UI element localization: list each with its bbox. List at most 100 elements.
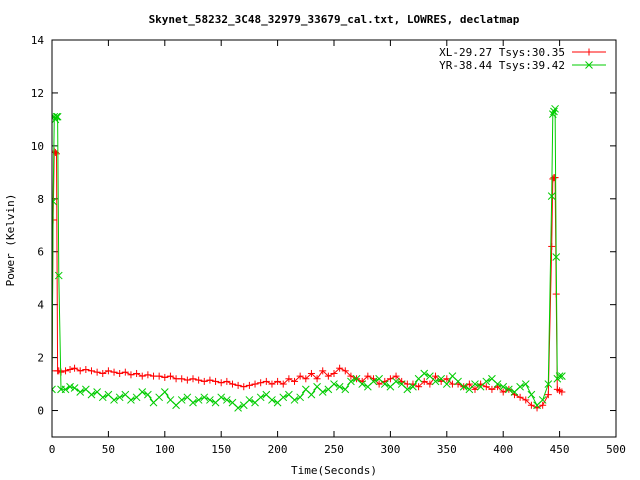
data-point bbox=[290, 396, 299, 404]
data-point bbox=[200, 377, 208, 385]
x-tick-label: 500 bbox=[606, 443, 626, 456]
data-point bbox=[488, 385, 496, 393]
data-point bbox=[392, 377, 400, 386]
data-point bbox=[324, 372, 332, 380]
data-point bbox=[409, 382, 417, 391]
data-point bbox=[206, 376, 214, 384]
data-point bbox=[82, 366, 90, 374]
data-point bbox=[403, 385, 412, 394]
legend-swatch-marker bbox=[585, 48, 593, 56]
data-point bbox=[144, 371, 152, 379]
data-point bbox=[330, 369, 338, 377]
plot-frame bbox=[51, 39, 617, 438]
data-point bbox=[71, 364, 79, 372]
data-point bbox=[251, 380, 259, 388]
data-point bbox=[551, 174, 559, 182]
x-tick-label: 0 bbox=[49, 443, 56, 456]
data-point bbox=[482, 383, 490, 391]
x-tick-label: 200 bbox=[268, 443, 288, 456]
data-point bbox=[217, 379, 225, 387]
axes: 0 50 100 150 200 250 300 350 400 450 500 0 2 4 6 8 10 12 1… bbox=[31, 34, 626, 456]
data-point bbox=[392, 372, 400, 380]
data-point bbox=[313, 375, 321, 383]
x-tick-label: 400 bbox=[493, 443, 513, 456]
data-point bbox=[245, 381, 253, 389]
y-tick-label: 14 bbox=[31, 34, 45, 47]
data-point bbox=[183, 376, 191, 384]
y-axis-label: Power (Kelvin) bbox=[4, 194, 17, 287]
data-point bbox=[364, 372, 372, 380]
data-point bbox=[302, 375, 310, 383]
data-point bbox=[217, 393, 226, 402]
data-point bbox=[521, 380, 530, 388]
x-tick-label: 100 bbox=[155, 443, 175, 456]
data-point bbox=[155, 372, 163, 380]
legend-label: YR-38.44 Tsys:39.42 bbox=[439, 59, 565, 72]
data-point bbox=[369, 377, 378, 386]
data-point bbox=[291, 377, 299, 385]
data-point bbox=[53, 112, 62, 121]
data-point bbox=[341, 385, 350, 394]
data-point bbox=[552, 253, 561, 261]
y-tick-label: 4 bbox=[37, 299, 44, 312]
series-layer bbox=[52, 104, 566, 412]
data-point bbox=[550, 107, 558, 116]
data-point bbox=[66, 382, 74, 391]
data-point bbox=[516, 393, 524, 401]
data-point bbox=[296, 393, 305, 402]
data-point bbox=[177, 396, 186, 404]
data-point bbox=[558, 388, 566, 396]
data-point bbox=[93, 368, 101, 376]
x-tick-label: 250 bbox=[324, 443, 344, 456]
data-point bbox=[548, 242, 556, 250]
data-point bbox=[200, 393, 209, 402]
data-point bbox=[52, 112, 61, 121]
data-point bbox=[189, 398, 197, 407]
data-point bbox=[87, 390, 96, 399]
data-point bbox=[279, 380, 287, 388]
data-point bbox=[499, 382, 508, 391]
data-point bbox=[87, 367, 95, 375]
y-tick-label: 0 bbox=[37, 405, 44, 418]
data-point bbox=[319, 367, 327, 375]
data-point bbox=[358, 380, 367, 388]
data-point bbox=[296, 372, 304, 380]
data-point bbox=[166, 372, 174, 380]
data-point bbox=[76, 388, 85, 396]
data-point bbox=[212, 377, 220, 385]
data-point bbox=[268, 380, 276, 388]
data-point bbox=[160, 388, 169, 396]
series-line bbox=[52, 108, 562, 409]
data-point bbox=[548, 110, 557, 118]
data-point bbox=[380, 380, 389, 388]
data-point bbox=[104, 367, 112, 375]
x-tick-label: 300 bbox=[380, 443, 400, 456]
data-point bbox=[206, 396, 214, 404]
data-point bbox=[234, 381, 242, 389]
data-point bbox=[115, 393, 124, 402]
y-tick-label: 6 bbox=[37, 246, 44, 259]
data-point bbox=[522, 396, 530, 404]
data-point bbox=[347, 377, 355, 386]
data-point bbox=[274, 377, 282, 385]
data-point bbox=[493, 380, 502, 388]
data-point bbox=[70, 384, 79, 392]
data-point bbox=[415, 383, 423, 391]
data-point bbox=[307, 369, 315, 377]
data-point bbox=[178, 375, 186, 383]
data-point bbox=[471, 380, 479, 388]
data-point bbox=[459, 382, 468, 391]
data-point bbox=[551, 104, 559, 113]
data-point bbox=[61, 385, 70, 394]
data-point bbox=[223, 377, 231, 385]
series-line bbox=[52, 149, 563, 409]
data-point bbox=[262, 377, 270, 385]
data-point bbox=[110, 368, 118, 376]
data-point bbox=[335, 382, 344, 391]
legend-swatch-marker bbox=[585, 61, 593, 69]
chart-title: Skynet_58232_3C48_32979_33679_cal.txt, L… bbox=[149, 13, 520, 26]
data-point bbox=[98, 393, 107, 402]
data-point bbox=[330, 380, 338, 388]
